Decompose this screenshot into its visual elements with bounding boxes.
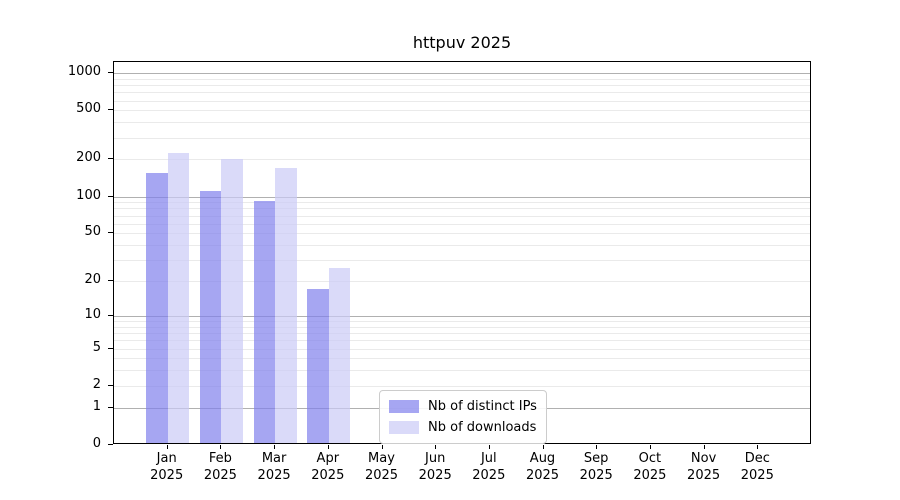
gridline-500 xyxy=(114,110,810,112)
x-tick-label-nov: Nov 2025 xyxy=(687,451,721,483)
x-tick-mark-oct xyxy=(649,445,651,449)
chart-title: httpuv 2025 xyxy=(412,33,512,52)
y-tick-label-500: 500 xyxy=(76,101,101,117)
gridline-900 xyxy=(114,78,810,80)
y-tick-label-5: 5 xyxy=(92,339,101,355)
legend-item-downloads: Nb of downloads xyxy=(389,417,537,438)
gridline-70 xyxy=(114,215,810,217)
y-tick-mark-20 xyxy=(108,280,113,282)
gridline-7 xyxy=(114,333,810,334)
x-tick-label-feb: Feb 2025 xyxy=(203,451,237,483)
bar-nb-of-distinct-ips-feb xyxy=(199,191,222,443)
x-tick-mark-mar xyxy=(274,445,276,449)
x-tick-label-sep: Sep 2025 xyxy=(579,451,613,483)
gridline-1000 xyxy=(114,73,810,74)
gridline-60 xyxy=(114,223,810,225)
bar-nb-of-distinct-ips-apr xyxy=(307,289,329,443)
gridline-600 xyxy=(114,100,810,102)
x-tick-mark-may xyxy=(381,445,383,449)
gridline-10 xyxy=(114,315,810,317)
y-tick-label-1000: 1000 xyxy=(67,64,101,79)
plot-area: Nb of distinct IPs Nb of downloads xyxy=(113,61,811,444)
bar-nb-of-distinct-ips-mar xyxy=(253,200,276,443)
x-tick-label-aug: Aug 2025 xyxy=(525,451,560,483)
y-tick-label-1: 1 xyxy=(92,398,101,414)
x-tick-label-mar: Mar 2025 xyxy=(257,451,291,483)
gridline-400 xyxy=(114,122,810,124)
legend: Nb of distinct IPs Nb of downloads xyxy=(379,390,547,444)
y-tick-mark-50 xyxy=(108,232,113,234)
gridline-200 xyxy=(114,159,810,161)
legend-swatch-distinct-ips xyxy=(389,400,419,413)
x-tick-mark-apr xyxy=(327,445,329,449)
y-tick-mark-500 xyxy=(108,109,113,111)
x-tick-mark-feb xyxy=(220,445,222,449)
legend-item-distinct-ips: Nb of distinct IPs xyxy=(389,396,537,417)
x-tick-label-jan: Jan 2025 xyxy=(150,451,184,483)
x-tick-mark-jun xyxy=(435,445,437,449)
gridline-6 xyxy=(114,340,810,342)
legend-swatch-downloads xyxy=(389,421,419,434)
gridline-90 xyxy=(114,202,810,204)
y-tick-label-2: 2 xyxy=(92,376,101,392)
gridline-8 xyxy=(114,326,810,328)
gridline-30 xyxy=(114,260,810,262)
gridline-2 xyxy=(114,385,810,387)
gridline-50 xyxy=(114,233,810,235)
y-tick-mark-0 xyxy=(108,444,113,445)
y-tick-mark-100 xyxy=(108,195,113,197)
y-tick-mark-10 xyxy=(108,314,113,316)
legend-label-distinct-ips: Nb of distinct IPs xyxy=(428,399,537,414)
bar-nb-of-downloads-mar xyxy=(275,168,297,443)
bar-nb-of-downloads-feb xyxy=(221,159,243,443)
gridline-40 xyxy=(114,245,810,246)
gridline-800 xyxy=(114,85,810,86)
gridline-100 xyxy=(114,196,810,198)
y-tick-label-0: 0 xyxy=(92,436,101,451)
y-tick-mark-200 xyxy=(108,158,113,160)
legend-label-downloads: Nb of downloads xyxy=(428,420,537,435)
y-tick-mark-5 xyxy=(108,347,113,349)
x-tick-mark-nov xyxy=(703,445,705,449)
y-tick-label-200: 200 xyxy=(76,150,101,166)
gridline-3 xyxy=(114,370,810,372)
gridline-20 xyxy=(114,281,810,283)
gridline-80 xyxy=(114,208,810,210)
x-tick-mark-jan xyxy=(166,445,168,449)
gridline-9 xyxy=(114,321,810,322)
gridline-300 xyxy=(114,137,810,139)
bar-nb-of-downloads-jan xyxy=(167,153,190,443)
y-tick-label-20: 20 xyxy=(84,272,101,288)
gridline-4 xyxy=(114,358,810,360)
x-tick-label-oct: Oct 2025 xyxy=(633,451,667,483)
y-tick-mark-1 xyxy=(108,406,113,408)
x-tick-label-jul: Jul 2025 xyxy=(472,451,506,483)
gridline-700 xyxy=(114,92,810,94)
y-tick-label-10: 10 xyxy=(84,306,101,322)
y-tick-mark-1000 xyxy=(108,72,113,73)
x-tick-label-jun: Jun 2025 xyxy=(418,451,452,483)
x-tick-label-may: May 2025 xyxy=(364,451,399,483)
x-tick-mark-jul xyxy=(488,445,490,449)
x-tick-mark-dec xyxy=(757,445,759,449)
x-tick-label-dec: Dec 2025 xyxy=(740,451,774,483)
bar-nb-of-downloads-apr xyxy=(328,267,351,443)
y-tick-label-100: 100 xyxy=(76,187,101,203)
bar-nb-of-distinct-ips-jan xyxy=(146,173,168,443)
y-tick-label-50: 50 xyxy=(84,224,101,240)
x-tick-mark-aug xyxy=(542,445,544,449)
x-tick-mark-sep xyxy=(596,445,598,449)
y-tick-mark-2 xyxy=(108,384,113,386)
gridline-5 xyxy=(114,348,810,350)
x-tick-label-apr: Apr 2025 xyxy=(311,451,345,483)
